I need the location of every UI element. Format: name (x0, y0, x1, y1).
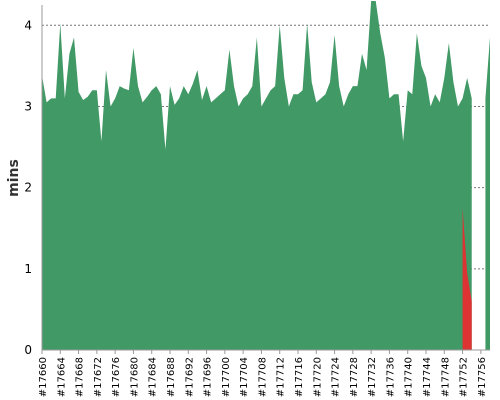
y-tick-label: 1 (24, 262, 32, 276)
area-series (42, 0, 490, 351)
x-tick-label: #17664 (56, 357, 67, 397)
x-tick-label: #17688 (166, 357, 177, 397)
x-tick-label: #17696 (203, 357, 214, 397)
x-tick-label: #17716 (294, 357, 305, 397)
x-tick-label: #17700 (221, 357, 232, 397)
x-tick-label: #17744 (422, 357, 433, 397)
x-tick-label: #17732 (367, 357, 378, 397)
x-tick-label: #17712 (276, 357, 287, 397)
failed-area-segment (462, 207, 472, 350)
x-tick-label: #17668 (75, 357, 86, 397)
x-tick-label: #17756 (477, 357, 488, 397)
x-tick-label: #17672 (93, 357, 104, 397)
x-tick-label: #17660 (38, 357, 49, 397)
x-tick-label: #17704 (239, 357, 250, 397)
y-axis-title: mins (6, 159, 22, 197)
y-tick-label: 4 (24, 18, 32, 32)
y-tick-label: 2 (24, 181, 32, 195)
x-tick-label: #17752 (459, 357, 470, 397)
axes (41, 5, 490, 351)
passed-area-segment (42, 0, 472, 351)
y-tick-labels: 0 1 2 3 4 (24, 18, 32, 357)
x-tick-labels: #17660 #17664 #17668 #17672 #17676 #17680 #176… (38, 350, 488, 397)
x-tick-label: #17748 (440, 357, 451, 397)
x-tick-label: #17692 (184, 357, 195, 397)
x-tick-label: #17684 (148, 357, 159, 397)
x-tick-label: #17740 (404, 357, 415, 397)
y-tick-label: 3 (24, 99, 32, 113)
x-tick-label: #17676 (111, 357, 122, 397)
y-tick-label: 0 (24, 343, 32, 357)
x-tick-label: #17720 (312, 357, 323, 397)
x-tick-label: #17708 (257, 357, 268, 397)
passed-area-segment (485, 37, 490, 351)
x-tick-label: #17736 (385, 357, 396, 397)
x-tick-label: #17724 (331, 357, 342, 397)
x-tick-label: #17728 (349, 357, 360, 397)
x-tick-label: #17680 (129, 357, 140, 397)
